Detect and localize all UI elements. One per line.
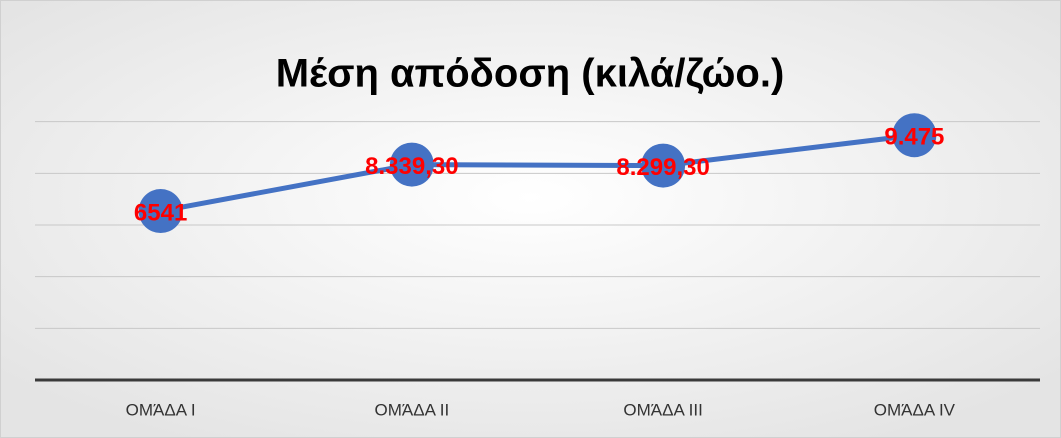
marker (641, 143, 686, 188)
chart-title: Μέση απόδοση (κιλά/ζώο.) (276, 52, 785, 96)
marker (389, 142, 434, 187)
x-tick-label: ΟΜΆΔΑ Ι (126, 400, 196, 419)
data-label: 6541 (134, 199, 187, 226)
marker (138, 189, 183, 234)
x-tick-label: ΟΜΆΔΑ ΙΙ (375, 400, 450, 419)
line-series (160, 132, 915, 214)
data-label: 8.299,30 (616, 154, 709, 181)
data-label: 9.475 (884, 124, 944, 151)
marker (892, 113, 937, 158)
data-label: 8.339,30 (365, 153, 458, 180)
x-tick-label: ΟΜΆΔΑ ΙV (874, 400, 956, 419)
x-tick-label: ΟΜΆΔΑ ΙΙΙ (623, 400, 702, 419)
